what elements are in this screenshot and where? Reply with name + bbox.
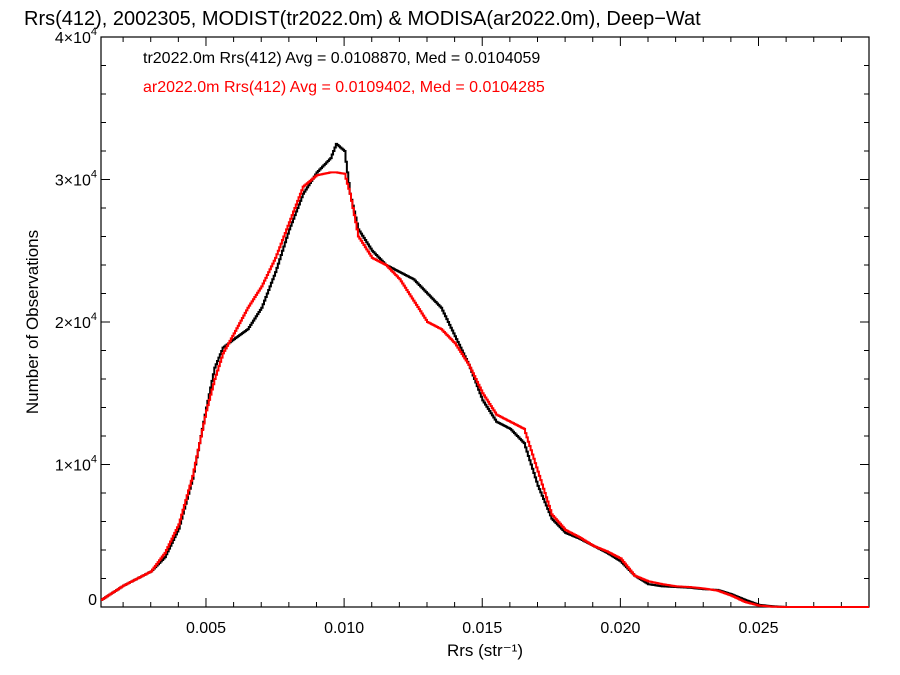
- y-tick-label: 0: [88, 592, 97, 609]
- annotation-tr-stats: tr2022.0m Rrs(412) Avg = 0.0108870, Med …: [143, 50, 540, 67]
- y-tick-label: 1×104: [55, 454, 97, 475]
- annotation-ar-stats: ar2022.0m Rrs(412) Avg = 0.0109402, Med …: [143, 79, 545, 96]
- y-tick-label: 4×104: [55, 26, 97, 47]
- y-axis: 0 1×104 2×104 3×104 4×104: [55, 26, 869, 609]
- y-tick-label: 3×104: [55, 169, 97, 190]
- series-ar2022-line: [101, 171, 869, 608]
- y-axis-label: Number of Observations: [23, 230, 42, 414]
- x-tick-label: 0.005: [186, 620, 226, 637]
- x-tick-label: 0.025: [738, 620, 778, 637]
- y-tick-label: 2×104: [55, 311, 97, 332]
- x-tick-label: 0.010: [324, 620, 364, 637]
- chart-title: Rrs(412), 2002305, MODIST(tr2022.0m) & M…: [24, 8, 701, 30]
- plot-frame: [100, 36, 870, 608]
- x-tick-label: 0.020: [600, 620, 640, 637]
- x-tick-label: 0.015: [462, 620, 502, 637]
- x-axis: 0.005 0.010 0.015 0.020 0.025: [122, 37, 870, 637]
- series-layer: [101, 142, 869, 608]
- x-axis-label: Rrs (str⁻¹): [447, 641, 523, 660]
